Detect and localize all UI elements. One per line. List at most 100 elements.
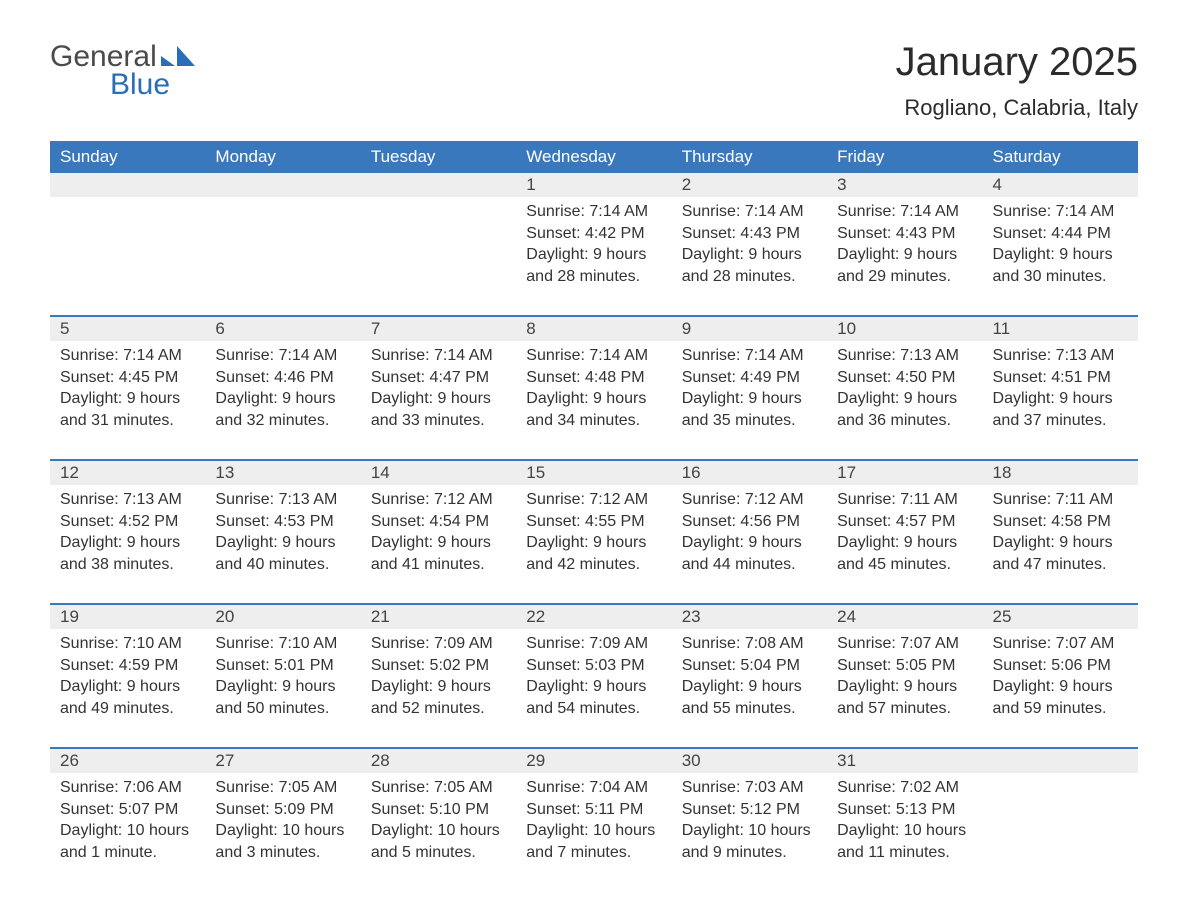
day-number: 19: [50, 605, 205, 629]
sunset-text: Sunset: 4:53 PM: [215, 511, 354, 533]
sunset-text: Sunset: 5:07 PM: [60, 799, 199, 821]
sunrise-text: Sunrise: 7:09 AM: [526, 633, 665, 655]
daylight-text: Daylight: 9 hours and 52 minutes.: [371, 676, 510, 719]
sunrise-text: Sunrise: 7:14 AM: [60, 345, 199, 367]
day-details: Sunrise: 7:14 AMSunset: 4:43 PMDaylight:…: [833, 201, 976, 287]
daylight-text: Daylight: 9 hours and 28 minutes.: [682, 244, 821, 287]
calendar-week: 1Sunrise: 7:14 AMSunset: 4:42 PMDaylight…: [50, 173, 1138, 303]
day-details: Sunrise: 7:10 AMSunset: 5:01 PMDaylight:…: [211, 633, 354, 719]
calendar-day: [983, 749, 1138, 879]
sunrise-text: Sunrise: 7:14 AM: [682, 201, 821, 223]
calendar-day: 29Sunrise: 7:04 AMSunset: 5:11 PMDayligh…: [516, 749, 671, 879]
calendar-day: 21Sunrise: 7:09 AMSunset: 5:02 PMDayligh…: [361, 605, 516, 735]
day-number: 18: [983, 461, 1138, 485]
daylight-text: Daylight: 9 hours and 30 minutes.: [993, 244, 1132, 287]
calendar-day: 23 Sunrise: 7:08 AMSunset: 5:04 PMDayligh…: [672, 605, 827, 735]
day-details: Sunrise: 7:14 AMSunset: 4:48 PMDaylight:…: [522, 345, 665, 431]
day-details: Sunrise: 7:14 AMSunset: 4:42 PMDaylight:…: [522, 201, 665, 287]
header: General Blue January 2025 Rogliano, Cala…: [50, 40, 1138, 121]
day-details: Sunrise: 7:05 AMSunset: 5:09 PMDaylight:…: [211, 777, 354, 863]
daylight-text: Daylight: 9 hours and 34 minutes.: [526, 388, 665, 431]
daylight-text: Daylight: 9 hours and 44 minutes.: [682, 532, 821, 575]
daylight-text: Daylight: 9 hours and 37 minutes.: [993, 388, 1132, 431]
day-details: Sunrise: 7:07 AMSunset: 5:06 PMDaylight:…: [989, 633, 1132, 719]
sunset-text: Sunset: 5:06 PM: [993, 655, 1132, 677]
day-details: Sunrise: 7:02 AMSunset: 5:13 PMDaylight:…: [833, 777, 976, 863]
sunrise-text: Sunrise: 7:12 AM: [526, 489, 665, 511]
sunset-text: Sunset: 4:55 PM: [526, 511, 665, 533]
page-title: January 2025: [896, 40, 1138, 85]
day-number: 27: [205, 749, 360, 773]
daylight-text: Daylight: 10 hours and 9 minutes.: [682, 820, 821, 863]
day-number: 6: [205, 317, 360, 341]
calendar-day: 18 Sunrise: 7:11 AMSunset: 4:58 PMDayligh…: [983, 461, 1138, 591]
daylight-text: Daylight: 9 hours and 50 minutes.: [215, 676, 354, 719]
calendar-day: [205, 173, 360, 303]
calendar-day: 31Sunrise: 7:02 AMSunset: 5:13 PMDayligh…: [827, 749, 982, 879]
sunrise-text: Sunrise: 7:14 AM: [371, 345, 510, 367]
day-label-saturday: Saturday: [983, 141, 1138, 173]
day-details: Sunrise: 7:14 AMSunset: 4:46 PMDaylight:…: [211, 345, 354, 431]
calendar-day: 2 Sunrise: 7:14 AMSunset: 4:43 PMDaylight…: [672, 173, 827, 303]
day-number: 20: [205, 605, 360, 629]
sunrise-text: Sunrise: 7:11 AM: [993, 489, 1132, 511]
calendar-week: 19Sunrise: 7:10 AMSunset: 4:59 PMDayligh…: [50, 603, 1138, 735]
daylight-text: Daylight: 9 hours and 35 minutes.: [682, 388, 821, 431]
day-number: 7: [361, 317, 516, 341]
calendar-day: 19Sunrise: 7:10 AMSunset: 4:59 PMDayligh…: [50, 605, 205, 735]
sunset-text: Sunset: 4:49 PM: [682, 367, 821, 389]
day-details: Sunrise: 7:11 AMSunset: 4:57 PMDaylight:…: [833, 489, 976, 575]
sunset-text: Sunset: 5:05 PM: [837, 655, 976, 677]
day-details: Sunrise: 7:12 AMSunset: 4:54 PMDaylight:…: [367, 489, 510, 575]
day-number: 2: [672, 173, 827, 197]
sunset-text: Sunset: 5:12 PM: [682, 799, 821, 821]
sunset-text: Sunset: 4:43 PM: [682, 223, 821, 245]
day-number: 26: [50, 749, 205, 773]
calendar-day: 8Sunrise: 7:14 AMSunset: 4:48 PMDaylight…: [516, 317, 671, 447]
day-label-thursday: Thursday: [672, 141, 827, 173]
day-number: [205, 173, 360, 197]
sunrise-text: Sunrise: 7:05 AM: [215, 777, 354, 799]
day-label-tuesday: Tuesday: [361, 141, 516, 173]
day-number: 14: [361, 461, 516, 485]
day-details: Sunrise: 7:14 AMSunset: 4:44 PMDaylight:…: [989, 201, 1132, 287]
day-number: [361, 173, 516, 197]
sunrise-text: Sunrise: 7:14 AM: [215, 345, 354, 367]
sunset-text: Sunset: 4:57 PM: [837, 511, 976, 533]
sunset-text: Sunset: 4:54 PM: [371, 511, 510, 533]
day-details: Sunrise: 7:12 AMSunset: 4:55 PMDaylight:…: [522, 489, 665, 575]
sunrise-text: Sunrise: 7:07 AM: [993, 633, 1132, 655]
daylight-text: Daylight: 10 hours and 3 minutes.: [215, 820, 354, 863]
day-number: 30: [672, 749, 827, 773]
calendar-day: 6 Sunrise: 7:14 AMSunset: 4:46 PMDaylight…: [205, 317, 360, 447]
day-number: 5: [50, 317, 205, 341]
day-details: Sunrise: 7:07 AMSunset: 5:05 PMDaylight:…: [833, 633, 976, 719]
day-number: 23: [672, 605, 827, 629]
sunrise-text: Sunrise: 7:02 AM: [837, 777, 976, 799]
sunrise-text: Sunrise: 7:13 AM: [993, 345, 1132, 367]
calendar-day: 17 Sunrise: 7:11 AMSunset: 4:57 PMDayligh…: [827, 461, 982, 591]
calendar-day: [50, 173, 205, 303]
day-details: Sunrise: 7:08 AMSunset: 5:04 PMDaylight:…: [678, 633, 821, 719]
calendar-day: 28Sunrise: 7:05 AMSunset: 5:10 PMDayligh…: [361, 749, 516, 879]
daylight-text: Daylight: 9 hours and 59 minutes.: [993, 676, 1132, 719]
calendar-day: 24Sunrise: 7:07 AMSunset: 5:05 PMDayligh…: [827, 605, 982, 735]
daylight-text: Daylight: 9 hours and 31 minutes.: [60, 388, 199, 431]
day-details: Sunrise: 7:13 AMSunset: 4:50 PMDaylight:…: [833, 345, 976, 431]
sunset-text: Sunset: 4:56 PM: [682, 511, 821, 533]
day-details: Sunrise: 7:13 AMSunset: 4:51 PMDaylight:…: [989, 345, 1132, 431]
day-number: [50, 173, 205, 197]
sunset-text: Sunset: 4:52 PM: [60, 511, 199, 533]
day-details: Sunrise: 7:04 AMSunset: 5:11 PMDaylight:…: [522, 777, 665, 863]
day-details: Sunrise: 7:14 AMSunset: 4:47 PMDaylight:…: [367, 345, 510, 431]
sunrise-text: Sunrise: 7:14 AM: [526, 345, 665, 367]
calendar-day: 25Sunrise: 7:07 AMSunset: 5:06 PMDayligh…: [983, 605, 1138, 735]
calendar-day: 22Sunrise: 7:09 AMSunset: 5:03 PMDayligh…: [516, 605, 671, 735]
day-details: Sunrise: 7:11 AMSunset: 4:58 PMDaylight:…: [989, 489, 1132, 575]
sunrise-text: Sunrise: 7:12 AM: [682, 489, 821, 511]
day-label-monday: Monday: [205, 141, 360, 173]
calendar-day: 4Sunrise: 7:14 AMSunset: 4:44 PMDaylight…: [983, 173, 1138, 303]
sunrise-text: Sunrise: 7:11 AM: [837, 489, 976, 511]
day-number: 22: [516, 605, 671, 629]
day-number: 17: [827, 461, 982, 485]
